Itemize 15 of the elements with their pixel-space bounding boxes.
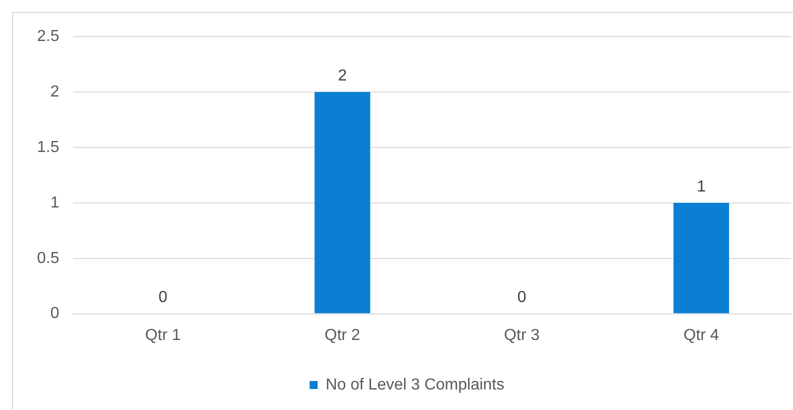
data-label: 0 [517,289,526,306]
y-tick-label: 0.5 [36,250,60,267]
data-label: 2 [338,67,347,84]
data-label: 1 [696,178,706,196]
y-tick-label: 1.5 [36,138,60,156]
x-tick-label: Qtr 1 [145,326,181,344]
legend-label: No of Level 3 Complaints [326,376,504,394]
y-tick-label: 0 [50,305,60,322]
x-tick-label: Qtr 3 [504,326,540,344]
y-tick-label: 1 [50,194,60,212]
data-label: 0 [158,289,168,306]
y-tick-label: 2 [50,83,60,100]
x-tick-label: Qtr 2 [324,326,360,344]
y-tick-label: 2.5 [36,28,60,46]
x-tick-label: Qtr 4 [684,326,720,344]
